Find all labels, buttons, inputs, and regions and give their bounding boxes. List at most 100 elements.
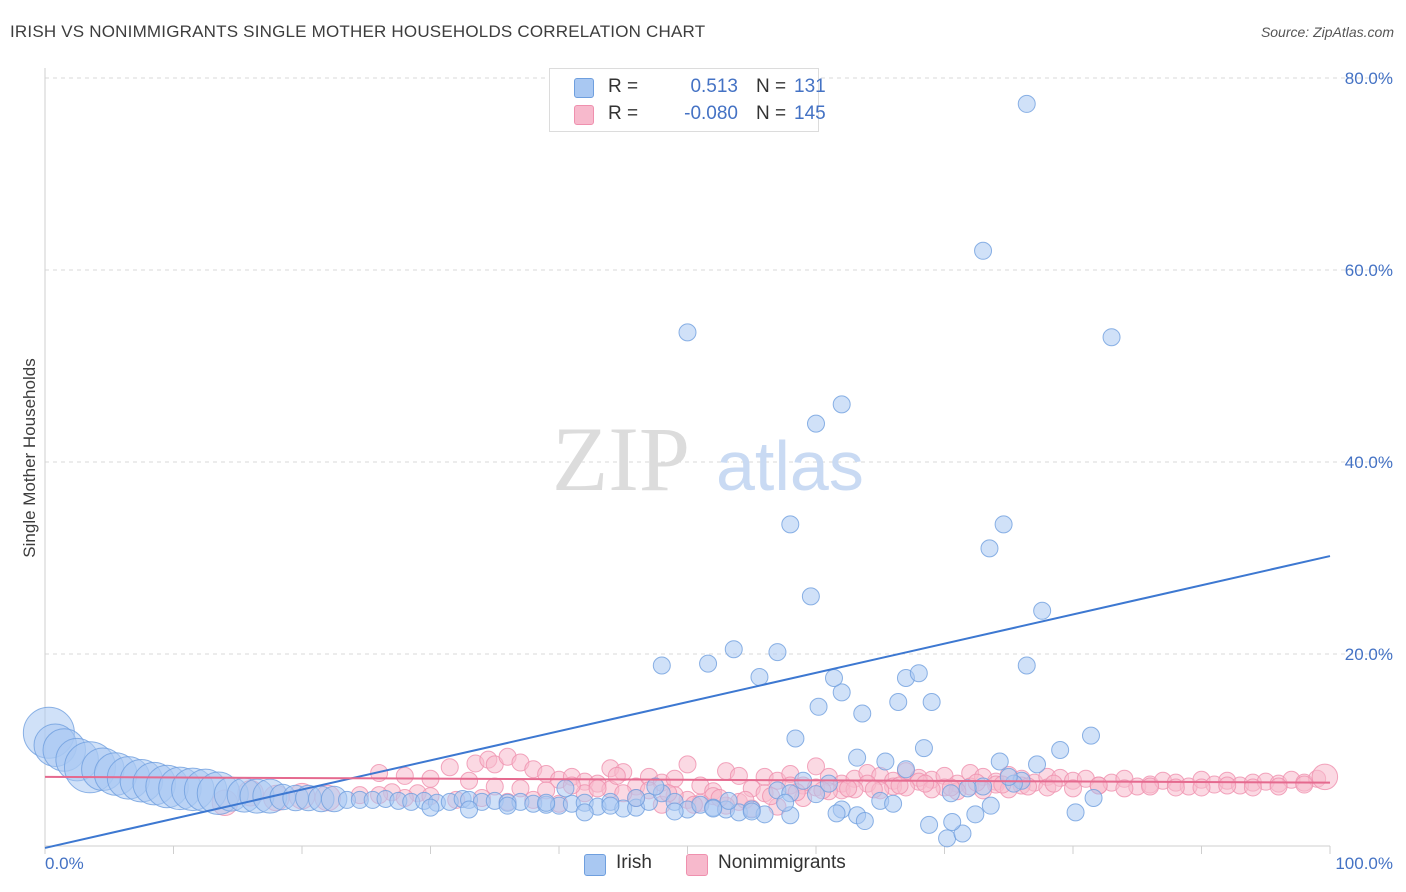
irish-point <box>652 656 671 675</box>
irish-point <box>1081 726 1100 745</box>
irish-point <box>966 805 985 824</box>
nonimmigrants-point <box>678 755 697 774</box>
r-label: R = <box>608 76 639 97</box>
irish-point <box>537 793 556 812</box>
irish-point <box>848 748 867 767</box>
nonimmigrants-point <box>1044 774 1063 793</box>
irish-point <box>498 796 517 815</box>
n-label: N = <box>756 76 787 97</box>
nonimmigrants-point <box>1166 778 1185 797</box>
irish-point <box>994 515 1013 534</box>
irish-point <box>750 668 769 687</box>
irish-trend-line <box>44 555 1331 849</box>
nonimmigrants-swatch <box>574 105 594 125</box>
irish-point <box>827 804 846 823</box>
irish-point <box>809 697 828 716</box>
irish-swatch <box>584 854 606 876</box>
irish-point <box>665 802 684 821</box>
irish-point <box>627 789 646 807</box>
nonimmigrants-point <box>839 779 858 798</box>
irish-point <box>819 774 838 793</box>
nonimmigrants-point <box>395 766 414 785</box>
irish-point <box>832 683 851 702</box>
irish-point <box>953 824 972 843</box>
source-label: Source: ZipAtlas.com <box>1260 24 1394 40</box>
legend-label-irish: Irish <box>616 852 652 873</box>
watermark: ZIP atlas <box>552 408 864 510</box>
grid <box>45 77 1392 655</box>
irish-point <box>1102 328 1121 347</box>
irish-point <box>943 813 962 831</box>
irish-point <box>914 739 933 758</box>
irish-point <box>699 654 718 673</box>
irish-point <box>1084 789 1103 807</box>
irish-point <box>824 669 843 687</box>
x-tick-label: 100.0% <box>1335 854 1393 873</box>
irish-point <box>876 752 895 771</box>
nonimmigrants-point <box>916 774 935 793</box>
n-label: N = <box>756 103 787 124</box>
irish-point <box>646 777 665 796</box>
irish-point <box>855 812 874 831</box>
irish-point <box>1028 755 1047 774</box>
r-label: R = <box>608 103 639 124</box>
irish-point <box>853 704 872 723</box>
nonimmigrants-point <box>807 757 825 776</box>
n-value: 131 <box>794 76 826 97</box>
nonimmigrants-point <box>1311 763 1339 791</box>
x-tick-label: 0.0% <box>45 854 84 873</box>
irish-point <box>884 794 903 813</box>
irish-point <box>1051 741 1070 759</box>
nonimmigrants-point <box>890 776 909 795</box>
nonimmigrants-point <box>588 779 607 798</box>
legend-label-nonimmigrants: Nonimmigrants <box>718 852 846 873</box>
irish-point <box>980 539 999 558</box>
irish-point <box>1017 94 1036 113</box>
irish-point <box>781 515 800 534</box>
chart-title: IRISH VS NONIMMIGRANTS SINGLE MOTHER HOU… <box>10 22 706 41</box>
y-tick-label: 80.0% <box>1345 69 1393 88</box>
nonimmigrants-point <box>1192 778 1211 797</box>
irish-point <box>1017 656 1036 675</box>
nonimmigrants-point <box>1141 777 1160 796</box>
irish-point <box>909 664 928 683</box>
irish-point <box>421 798 440 817</box>
nonimmigrants-point <box>607 766 626 785</box>
irish-point <box>896 760 915 779</box>
r-value: -0.080 <box>684 103 738 124</box>
irish-point <box>704 799 723 818</box>
nonimmigrants-point <box>1115 779 1134 798</box>
y-tick-label: 20.0% <box>1345 645 1393 664</box>
irish-point <box>999 767 1018 786</box>
irish-point <box>801 587 820 606</box>
irish-point <box>742 802 761 821</box>
irish-point <box>776 793 795 812</box>
series-legend: Irish Nonimmigrants <box>0 852 1406 876</box>
irish-point <box>981 796 1000 815</box>
r-value: 0.513 <box>690 76 738 97</box>
irish-point <box>1066 803 1085 822</box>
irish-point <box>807 414 825 433</box>
nonimmigrants-point <box>1064 779 1082 798</box>
irish-point <box>938 829 957 848</box>
nonimmigrants-point <box>1218 776 1237 795</box>
nonimmigrants-point <box>440 758 459 777</box>
nonimmigrants-point <box>1269 777 1288 796</box>
watermark-zip: ZIP <box>552 408 690 510</box>
watermark-atlas: atlas <box>716 427 864 505</box>
trend-lines <box>44 555 1331 849</box>
irish-point <box>974 241 993 260</box>
irish-point <box>678 323 697 342</box>
y-axis-title: Single Mother Households <box>20 358 39 557</box>
nonimmigrants-trend-line <box>44 775 1331 784</box>
irish-point <box>920 815 939 834</box>
irish-point <box>1033 601 1052 620</box>
irish-swatch <box>574 78 594 98</box>
nonimmigrants-point <box>460 771 479 790</box>
irish-point <box>724 640 743 659</box>
irish-point <box>719 791 738 810</box>
nonimmigrants-swatch <box>686 854 708 876</box>
irish-point <box>922 693 941 711</box>
irish-point <box>941 784 960 803</box>
